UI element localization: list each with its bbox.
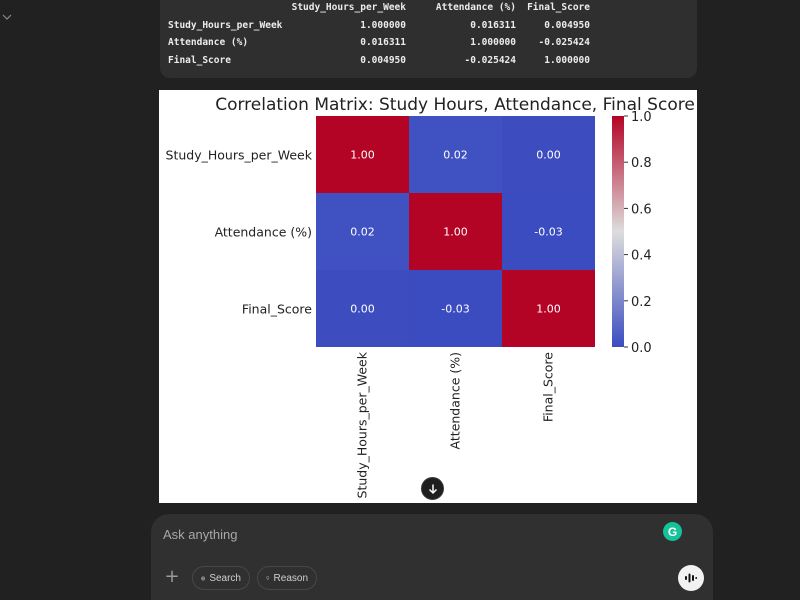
cell-annotation: 0.00 xyxy=(536,149,561,162)
y-tick-label: Study_Hours_per_Week xyxy=(166,148,313,163)
cell: -0.025424 xyxy=(464,54,516,66)
grammarly-icon[interactable]: G xyxy=(663,522,682,541)
column-header: Attendance (%) xyxy=(435,2,516,14)
heatmap-cell xyxy=(316,116,409,193)
cell: 1.000000 xyxy=(470,37,516,49)
cell-annotation: 1.00 xyxy=(536,303,561,316)
colorbar-tick-label: 0.0 xyxy=(631,341,652,356)
x-tick-label: Attendance (%) xyxy=(448,352,463,449)
y-tick-label: Final_Score xyxy=(242,302,312,317)
colorbar-tick-label: 1.0 xyxy=(631,110,652,125)
table-row: Attendance (%) 0.016311 1.000000 -0.0254… xyxy=(168,34,590,52)
row-label: Study_Hours_per_Week xyxy=(168,19,283,31)
lightbulb-icon xyxy=(266,576,270,580)
chart-title: Correlation Matrix: Study Hours, Attenda… xyxy=(215,95,695,115)
cell-annotation: 1.00 xyxy=(350,149,375,162)
colorbar-tick-label: 0.8 xyxy=(631,156,652,171)
cell: 1.000000 xyxy=(544,54,590,66)
row-label: Final_Score xyxy=(168,54,231,66)
globe-icon xyxy=(201,576,206,580)
y-tick-label: Attendance (%) xyxy=(215,225,312,240)
prompt-input[interactable] xyxy=(163,524,643,544)
colorbar xyxy=(612,116,624,347)
chevron-down-icon[interactable] xyxy=(2,12,12,22)
cell: 0.016311 xyxy=(470,19,516,31)
cell: 0.004950 xyxy=(544,19,590,31)
table-row: Final_Score 0.004950 -0.025424 1.000000 xyxy=(168,52,590,70)
reason-label: Reason xyxy=(273,572,308,584)
dataframe-output: Study_Hours_per_Week Attendance (%) Fina… xyxy=(160,0,697,78)
arrow-down-icon xyxy=(428,484,437,494)
reason-button[interactable]: Reason xyxy=(257,566,317,590)
heatmap-cell xyxy=(502,193,595,270)
table-row: Study_Hours_per_Week 1.000000 0.016311 0… xyxy=(168,17,590,35)
waveform-icon xyxy=(685,573,698,583)
cell: 0.016311 xyxy=(360,37,406,49)
heatmap-cell xyxy=(409,270,502,347)
voice-mode-button[interactable] xyxy=(678,565,704,591)
colorbar-tick-label: 0.6 xyxy=(631,202,652,217)
cell-annotation: 0.02 xyxy=(443,149,468,162)
heatmap-chart: Correlation Matrix: Study Hours, Attenda… xyxy=(166,95,695,498)
cell-annotation: -0.03 xyxy=(441,303,469,316)
x-tick-label: Final_Score xyxy=(541,352,556,422)
column-header: Study_Hours_per_Week xyxy=(291,2,406,14)
add-attachment-button[interactable]: + xyxy=(164,566,180,587)
heatmap-cell xyxy=(502,116,595,193)
cell-annotation: 0.00 xyxy=(350,303,375,316)
colorbar-tick-label: 0.4 xyxy=(631,249,652,264)
cell-annotation: 0.02 xyxy=(350,226,375,239)
search-button[interactable]: Search xyxy=(192,566,250,590)
column-header: Final_Score xyxy=(527,2,590,14)
cell-annotation: -0.03 xyxy=(534,226,562,239)
x-tick-label: Study_Hours_per_Week xyxy=(355,351,370,498)
search-label: Search xyxy=(209,572,241,584)
heatmap-figure: Correlation Matrix: Study Hours, Attenda… xyxy=(159,90,697,503)
row-label: Attendance (%) xyxy=(168,37,249,49)
heatmap-cell xyxy=(316,270,409,347)
heatmap-cell xyxy=(316,193,409,270)
scroll-down-button[interactable] xyxy=(421,477,444,500)
cell: 0.004950 xyxy=(360,54,406,66)
heatmap-cell xyxy=(409,193,502,270)
composer: G + Search Reason xyxy=(151,514,713,600)
cell: 1.000000 xyxy=(360,19,406,31)
colorbar-tick-label: 0.2 xyxy=(631,295,652,310)
cell-annotation: 1.00 xyxy=(443,226,468,239)
heatmap-cell xyxy=(502,270,595,347)
correlation-table: Study_Hours_per_Week Attendance (%) Fina… xyxy=(168,0,590,69)
heatmap-cell xyxy=(409,116,502,193)
cell: -0.025424 xyxy=(538,37,590,49)
